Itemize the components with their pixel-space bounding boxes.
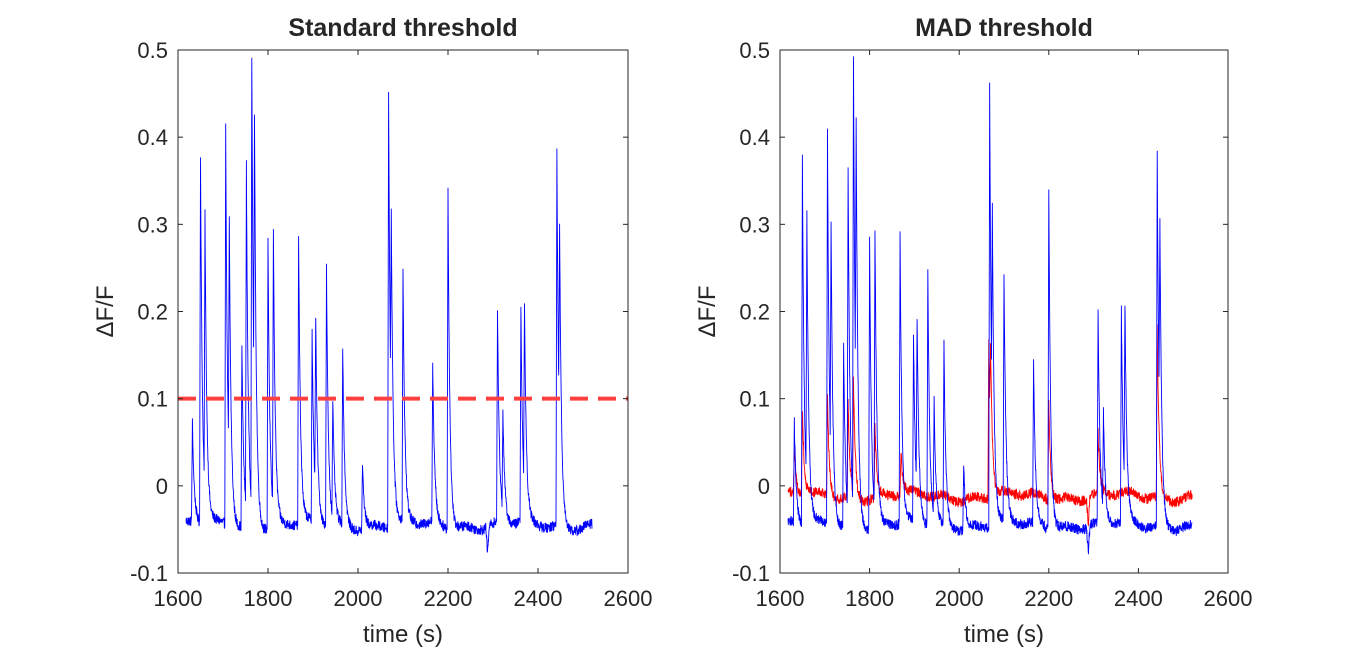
y-tick-label: 0.3: [137, 212, 168, 237]
chart-title: MAD threshold: [915, 14, 1093, 42]
x-tick-label: 1600: [154, 586, 203, 611]
y-tick-label: 0.5: [739, 38, 770, 63]
x-tick-label: 2200: [1024, 586, 1073, 611]
series-line-0: [185, 57, 593, 553]
x-tick-label: 2000: [334, 586, 383, 611]
y-tick-label: 0: [156, 474, 168, 499]
x-tick-label: 2600: [1204, 586, 1253, 611]
y-tick-label: 0.2: [739, 300, 770, 325]
y-tick-label: 0.1: [739, 387, 770, 412]
y-tick-label: -0.1: [732, 561, 770, 586]
left-panel-standard-threshold: 1600 1800 2000 2200 2400 2600 -0.1 0 0.1 0.2 0.3 0.…: [92, 14, 652, 648]
x-tick-label: 1800: [845, 586, 894, 611]
chart-title: Standard threshold: [288, 14, 517, 42]
x-tick-label: 2000: [935, 586, 984, 611]
right-panel-mad-threshold: 1600 1800 2000 2200 2400 2600 -0.1 0 0.1 0.2 0.3 0.…: [694, 14, 1252, 648]
y-tick-label: 0.3: [739, 212, 770, 237]
y-tick-label: 0.5: [137, 38, 168, 63]
x-tick-label: 2400: [1114, 586, 1163, 611]
y-axis-label: ΔF/F: [694, 285, 721, 337]
x-axis-label: time (s): [964, 621, 1044, 648]
x-tick-label: 1800: [244, 586, 293, 611]
plot-series-group: [178, 57, 628, 553]
y-tick-label: 0.4: [739, 125, 770, 150]
y-axis-label: ΔF/F: [92, 285, 119, 337]
x-tick-label: 2400: [514, 586, 563, 611]
y-tick-label: 0: [758, 474, 770, 499]
y-tick-label: 0.4: [137, 125, 168, 150]
x-tick-label: 1600: [756, 586, 805, 611]
x-tick-label: 2600: [604, 586, 653, 611]
x-axis-label: time (s): [363, 621, 443, 648]
series-line-0: [787, 324, 1193, 527]
y-tick-label: 0.2: [137, 300, 168, 325]
x-tick-label: 2200: [424, 586, 473, 611]
y-tick-label: 0.1: [137, 387, 168, 412]
series-line-1: [787, 56, 1193, 555]
plot-series-group: [787, 56, 1193, 555]
y-tick-label: -0.1: [130, 561, 168, 586]
